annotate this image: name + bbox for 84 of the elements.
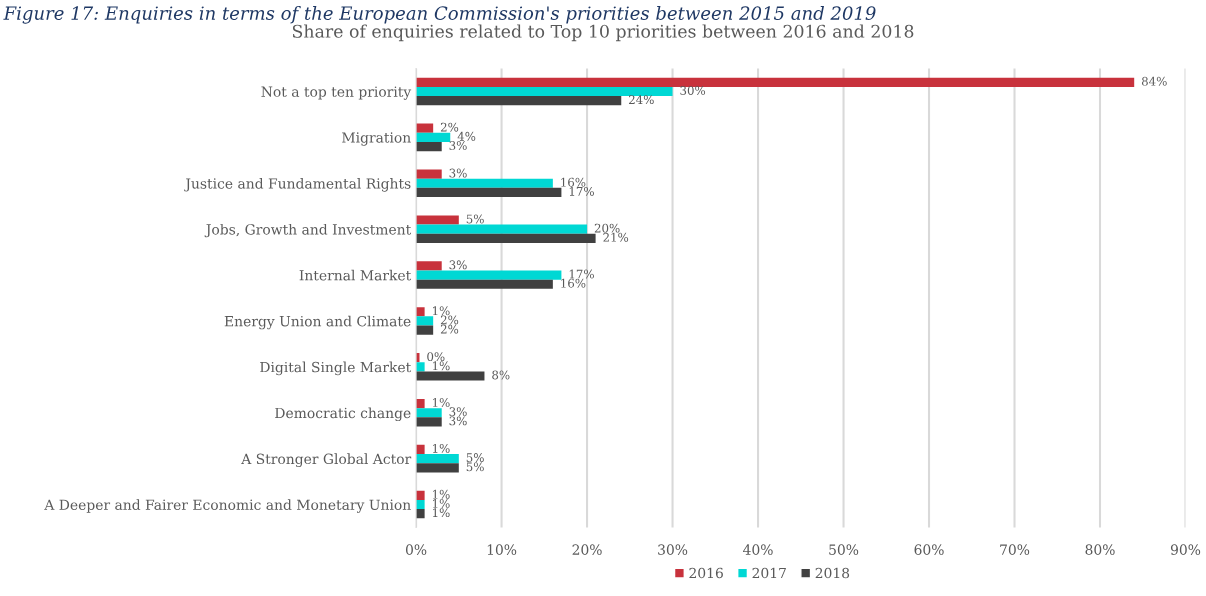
bar [416, 261, 442, 271]
data-label: 5% [466, 214, 484, 224]
data-label: 16% [561, 177, 586, 187]
y-tick-label: Democratic change [275, 407, 411, 422]
data-label: 0% [427, 352, 445, 362]
data-label: 1% [433, 398, 450, 407]
y-tick-label: Digital Single Market [260, 361, 412, 376]
data-label: 3% [449, 168, 467, 178]
bar [416, 408, 442, 418]
chart-title: Share of enquiries related to Top 10 priorities between 2016 and 2018 [292, 24, 914, 42]
legend-label: 2016 [689, 567, 723, 579]
bar [416, 169, 442, 179]
x-tick-label: 80% [1085, 544, 1115, 555]
legend-label: 2017 [752, 567, 786, 579]
y-tick-label: Internal Market [299, 269, 412, 281]
bar [416, 316, 434, 326]
y-tick-label: Justice and Fundamental Rights [184, 177, 411, 192]
bar [416, 490, 425, 500]
bar [416, 499, 425, 510]
legend-label: 2018 [815, 567, 850, 579]
bar [416, 463, 459, 473]
bar [416, 398, 425, 409]
x-tick-label: 20% [572, 544, 602, 555]
bar [416, 123, 434, 133]
data-label: 2% [440, 324, 459, 334]
data-label: 5% [466, 462, 484, 472]
y-tick-label: A Deeper and Fairer Economic and Monetary Union [44, 499, 411, 513]
y-tick-label: Jobs, Growth and Investment [204, 223, 412, 238]
data-label: 3% [449, 141, 467, 150]
bar [416, 86, 673, 97]
data-label: 84% [1141, 76, 1167, 86]
bar [416, 444, 425, 455]
bar [416, 270, 562, 280]
y-tick-label: A Stronger Global Actor [241, 453, 412, 467]
data-label: 17% [569, 186, 594, 196]
data-label: 1% [433, 508, 450, 518]
bar [416, 307, 425, 317]
x-tick-label: 40% [743, 544, 773, 555]
bar [416, 224, 588, 234]
data-label: 1% [433, 499, 450, 508]
data-label: 1% [433, 306, 450, 316]
bar [416, 178, 553, 188]
bar [416, 325, 434, 335]
data-label: 3% [449, 416, 467, 426]
x-tick-label: 0% [405, 544, 427, 555]
data-label: 21% [603, 232, 629, 242]
caption: Figure 17: Enquiries in terms of the European Commission's priorities between 2015 and 2019 [3, 5, 876, 24]
data-label: 2% [440, 315, 459, 325]
x-tick-label: 50% [829, 544, 859, 555]
data-label: 24% [629, 95, 654, 105]
bar [416, 279, 553, 289]
data-label: 8% [492, 370, 510, 380]
data-label: 30% [680, 85, 706, 95]
data-label: 5% [466, 453, 484, 463]
bar [416, 362, 425, 372]
data-label: 17% [569, 269, 594, 279]
x-tick-label: 60% [914, 544, 944, 555]
data-label: 2% [440, 122, 459, 132]
y-tick-label: Migration [342, 132, 411, 146]
data-label: 3% [449, 260, 467, 270]
y-tick-label: Energy Union and Climate [224, 315, 411, 330]
bar [416, 417, 442, 427]
bar [416, 132, 451, 142]
data-label: 20% [594, 223, 620, 233]
data-label: 4% [457, 131, 476, 141]
data-label: 1% [433, 361, 450, 371]
bar [416, 141, 442, 152]
x-tick-label: 70% [1000, 544, 1030, 555]
bar [416, 454, 459, 464]
bar [416, 509, 425, 519]
data-label: 1% [433, 489, 450, 499]
bar [416, 187, 562, 198]
data-label: 1% [433, 443, 450, 453]
bar [416, 77, 1135, 87]
bar [416, 215, 459, 225]
data-label: 3% [449, 407, 467, 417]
x-tick-label: 10% [487, 544, 517, 555]
bar [416, 233, 596, 243]
bar [416, 96, 622, 106]
y-tick-label: Not a top ten priority [261, 86, 412, 100]
x-tick-label: 30% [658, 544, 688, 555]
x-tick-label: 90% [1170, 544, 1201, 555]
data-label: 16% [561, 278, 586, 288]
bar [416, 371, 485, 381]
